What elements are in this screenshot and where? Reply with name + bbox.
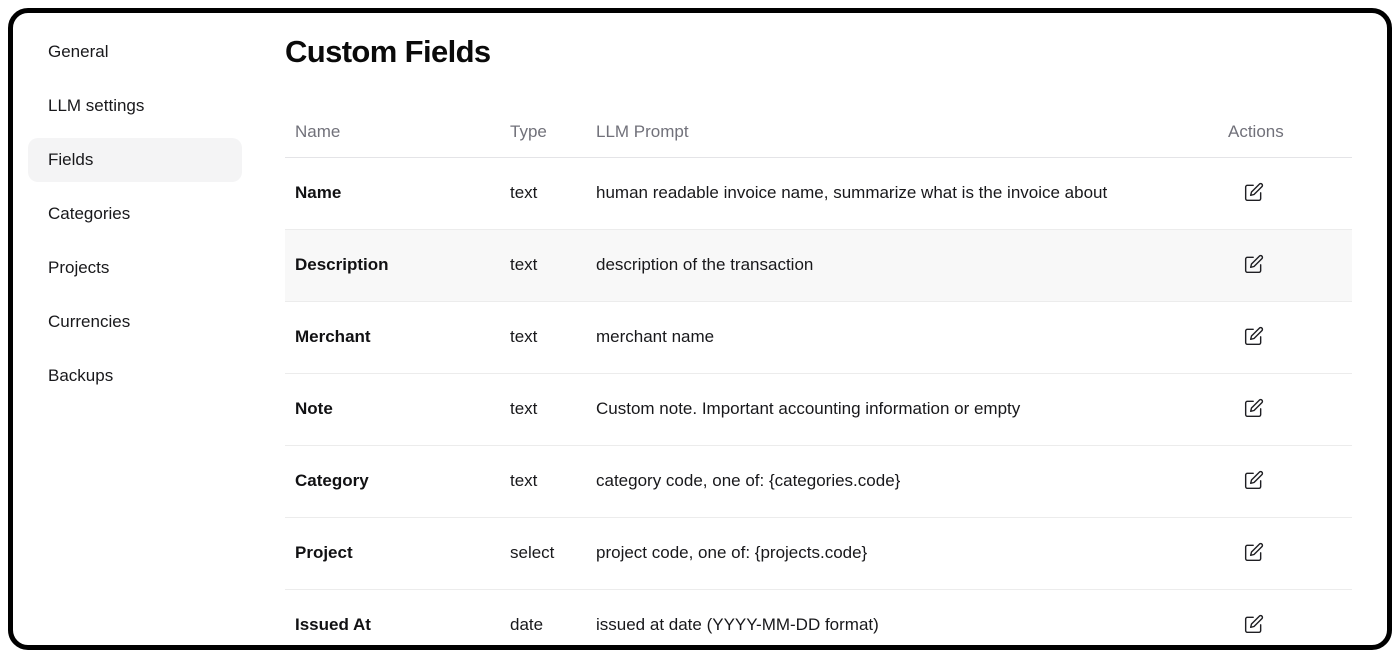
edit-field-button[interactable] [1242, 540, 1266, 564]
edit-field-button[interactable] [1242, 396, 1266, 420]
sidebar-item-label: Categories [48, 204, 131, 223]
sidebar-item-categories[interactable]: Categories [28, 192, 242, 236]
table-row: Issued At date issued at date (YYYY-MM-D… [285, 589, 1352, 645]
table-body: Name text human readable invoice name, s… [285, 157, 1352, 645]
table-row: Name text human readable invoice name, s… [285, 157, 1352, 230]
sidebar-item-backups[interactable]: Backups [28, 354, 242, 398]
edit-field-button[interactable] [1242, 612, 1266, 636]
sidebar-item-label: Fields [48, 150, 94, 169]
column-header-name: Name [285, 108, 510, 158]
sidebar-item-currencies[interactable]: Currencies [28, 300, 242, 344]
field-name-cell: Merchant [285, 301, 510, 374]
table-row: Project select project code, one of: {pr… [285, 517, 1352, 590]
edit-icon [1244, 254, 1264, 273]
sidebar-item-label: Projects [48, 258, 110, 277]
edit-icon [1244, 398, 1264, 417]
sidebar-item-label: Currencies [48, 312, 131, 331]
field-type-cell: text [510, 301, 596, 374]
field-type-cell: text [510, 445, 596, 518]
sidebar-item-label: General [48, 42, 109, 61]
column-header-actions: Actions [1228, 108, 1352, 158]
edit-field-button[interactable] [1242, 180, 1266, 204]
column-header-type: Type [510, 108, 596, 158]
edit-icon [1244, 182, 1264, 201]
field-type-cell: date [510, 589, 596, 645]
sidebar-item-label: LLM settings [48, 96, 145, 115]
field-type-cell: text [510, 373, 596, 446]
edit-icon [1244, 470, 1264, 489]
field-prompt-cell: human readable invoice name, summarize w… [596, 157, 1228, 230]
edit-icon [1244, 326, 1264, 345]
field-actions-cell [1228, 229, 1352, 302]
field-name-cell: Issued At [285, 589, 510, 645]
sidebar-item-llm-settings[interactable]: LLM settings [28, 84, 242, 128]
field-type-cell: text [510, 229, 596, 302]
field-name-cell: Name [285, 157, 510, 230]
field-name-cell: Note [285, 373, 510, 446]
table-row: Category text category code, one of: {ca… [285, 445, 1352, 518]
main-content: Custom Fields Name Type LLM Prompt Actio… [285, 13, 1387, 645]
table-header: Name Type LLM Prompt Actions [285, 108, 1352, 158]
field-actions-cell [1228, 157, 1352, 230]
field-name-cell: Category [285, 445, 510, 518]
sidebar-item-fields[interactable]: Fields [28, 138, 242, 182]
edit-field-button[interactable] [1242, 468, 1266, 492]
field-type-cell: select [510, 517, 596, 590]
field-type-cell: text [510, 157, 596, 230]
custom-fields-table: Name Type LLM Prompt Actions Name text h… [285, 108, 1352, 645]
edit-field-button[interactable] [1242, 252, 1266, 276]
page-title: Custom Fields [285, 34, 491, 69]
field-prompt-cell: project code, one of: {projects.code} [596, 517, 1228, 590]
table-row: Description text description of the tran… [285, 229, 1352, 302]
table-row: Note text Custom note. Important account… [285, 373, 1352, 446]
field-actions-cell [1228, 445, 1352, 518]
field-actions-cell [1228, 517, 1352, 590]
field-prompt-cell: description of the transaction [596, 229, 1228, 302]
field-prompt-cell: Custom note. Important accounting inform… [596, 373, 1228, 446]
column-header-llm-prompt: LLM Prompt [596, 108, 1228, 158]
sidebar-item-label: Backups [48, 366, 114, 385]
field-actions-cell [1228, 373, 1352, 446]
field-prompt-cell: merchant name [596, 301, 1228, 374]
edit-icon [1244, 542, 1264, 561]
edit-icon [1244, 614, 1264, 633]
edit-field-button[interactable] [1242, 324, 1266, 348]
field-name-cell: Description [285, 229, 510, 302]
field-prompt-cell: category code, one of: {categories.code} [596, 445, 1228, 518]
settings-sidebar: General LLM settings Fields Categories P… [13, 13, 285, 645]
settings-window: General LLM settings Fields Categories P… [8, 8, 1392, 650]
field-actions-cell [1228, 301, 1352, 374]
field-actions-cell [1228, 589, 1352, 645]
table-row: Merchant text merchant name [285, 301, 1352, 374]
field-prompt-cell: issued at date (YYYY-MM-DD format) [596, 589, 1228, 645]
sidebar-item-general[interactable]: General [28, 30, 242, 74]
sidebar-item-projects[interactable]: Projects [28, 246, 242, 290]
field-name-cell: Project [285, 517, 510, 590]
